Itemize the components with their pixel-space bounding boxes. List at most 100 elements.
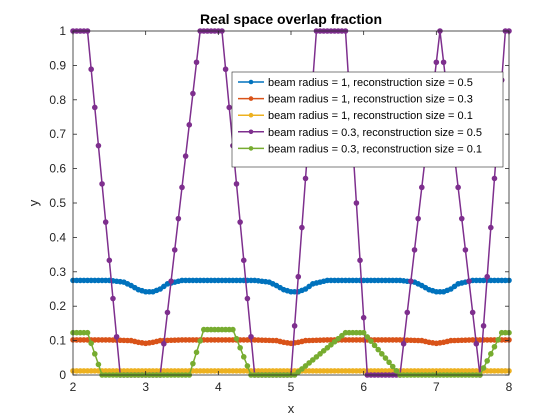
data-point bbox=[237, 344, 243, 351]
legend-label: beam radius = 0.3, reconstruction size =… bbox=[268, 143, 482, 155]
data-point bbox=[99, 181, 105, 187]
data-point bbox=[306, 360, 312, 366]
data-point bbox=[404, 309, 411, 316]
data-point bbox=[331, 338, 338, 345]
y-tick-label: 0.7 bbox=[49, 127, 66, 141]
data-point bbox=[113, 333, 120, 340]
x-axis-label: x bbox=[288, 401, 295, 416]
x-tick-label: 2 bbox=[70, 380, 77, 394]
data-point bbox=[480, 323, 487, 329]
legend-marker bbox=[248, 96, 254, 101]
legend-label: beam radius = 1, reconstruction size = 0… bbox=[268, 94, 473, 106]
data-point bbox=[302, 363, 309, 369]
data-point bbox=[328, 341, 334, 348]
data-point bbox=[237, 219, 243, 225]
legend-marker bbox=[248, 129, 254, 135]
data-point bbox=[415, 215, 421, 222]
legend-marker bbox=[248, 112, 254, 118]
y-tick-label: 0.6 bbox=[49, 162, 66, 176]
data-point bbox=[389, 363, 396, 370]
y-tick-label: 0.8 bbox=[49, 93, 66, 107]
data-point bbox=[364, 334, 371, 340]
data-point bbox=[95, 361, 102, 368]
data-point bbox=[193, 59, 200, 66]
data-point bbox=[248, 333, 254, 340]
data-point bbox=[480, 365, 487, 371]
x-tick-label: 4 bbox=[215, 380, 222, 394]
data-point bbox=[175, 215, 182, 222]
x-tick-label: 5 bbox=[288, 380, 295, 394]
data-point bbox=[357, 257, 363, 264]
data-point bbox=[469, 309, 476, 316]
data-point bbox=[302, 175, 309, 182]
data-point bbox=[106, 257, 113, 264]
y-tick-label: 0.1 bbox=[49, 334, 66, 348]
data-point bbox=[310, 357, 316, 363]
data-point bbox=[408, 278, 414, 284]
chart-title: Real space overlap fraction bbox=[200, 11, 382, 27]
data-point bbox=[240, 354, 247, 360]
data-point bbox=[291, 323, 298, 329]
y-axis-ticks: 0 0.1 0.2 0.3 0.4 0.5 0.6 0.7 0.8 0.9 1 bbox=[49, 24, 509, 382]
y-tick-label: 0.3 bbox=[49, 265, 66, 279]
data-point bbox=[157, 286, 163, 292]
data-point bbox=[295, 273, 302, 280]
data-point bbox=[240, 257, 247, 264]
data-point bbox=[382, 355, 389, 361]
legend-label: beam radius = 1, reconstruction size = 0… bbox=[268, 77, 473, 89]
data-point bbox=[360, 314, 367, 321]
data-point bbox=[164, 309, 171, 316]
data-point bbox=[393, 367, 400, 374]
y-axis-label: y bbox=[26, 199, 41, 206]
data-point bbox=[102, 219, 109, 225]
data-point bbox=[379, 351, 385, 357]
data-point bbox=[197, 338, 203, 344]
data-point bbox=[448, 286, 454, 292]
data-point bbox=[419, 184, 425, 191]
data-point bbox=[226, 104, 233, 111]
data-point bbox=[324, 345, 331, 351]
data-point bbox=[306, 283, 312, 290]
data-point bbox=[495, 336, 501, 343]
y-tick-label: 0.4 bbox=[49, 230, 66, 244]
data-point bbox=[92, 351, 98, 357]
data-point bbox=[88, 66, 94, 73]
x-axis-ticks: 2 3 4 5 6 7 8 bbox=[70, 31, 513, 394]
data-point bbox=[244, 295, 251, 302]
data-point bbox=[335, 335, 342, 342]
data-point bbox=[299, 224, 305, 231]
data-point bbox=[375, 346, 382, 353]
data-point bbox=[320, 348, 327, 354]
legend-item: beam radius = 1, reconstruction size = 0… bbox=[238, 77, 473, 89]
data-point bbox=[455, 184, 461, 191]
data-point bbox=[95, 142, 102, 149]
data-point bbox=[466, 278, 472, 284]
data-point bbox=[110, 295, 116, 302]
data-point bbox=[92, 104, 98, 111]
data-point bbox=[313, 354, 320, 360]
data-point bbox=[433, 59, 440, 66]
data-point bbox=[302, 286, 309, 292]
data-point bbox=[353, 200, 360, 206]
legend-box bbox=[231, 71, 504, 168]
data-point bbox=[360, 329, 367, 336]
y-tick-label: 1 bbox=[59, 24, 66, 38]
data-point bbox=[386, 359, 392, 366]
data-point bbox=[411, 247, 418, 253]
legend-label: beam radius = 0.3, reconstruction size =… bbox=[268, 127, 482, 139]
data-point bbox=[458, 215, 465, 222]
legend-item: beam radius = 1, reconstruction size = 0… bbox=[238, 94, 473, 106]
x-tick-label: 7 bbox=[433, 380, 440, 394]
y-tick-label: 0.5 bbox=[49, 196, 66, 210]
data-point bbox=[88, 340, 94, 347]
data-point bbox=[473, 340, 480, 347]
data-point bbox=[317, 351, 323, 357]
data-point bbox=[171, 247, 178, 253]
data-point bbox=[488, 351, 494, 357]
data-point bbox=[299, 366, 305, 372]
data-point bbox=[84, 329, 91, 336]
data-point bbox=[462, 247, 469, 253]
legend-item: beam radius = 0.3, reconstruction size =… bbox=[238, 143, 482, 155]
data-point bbox=[161, 283, 167, 290]
